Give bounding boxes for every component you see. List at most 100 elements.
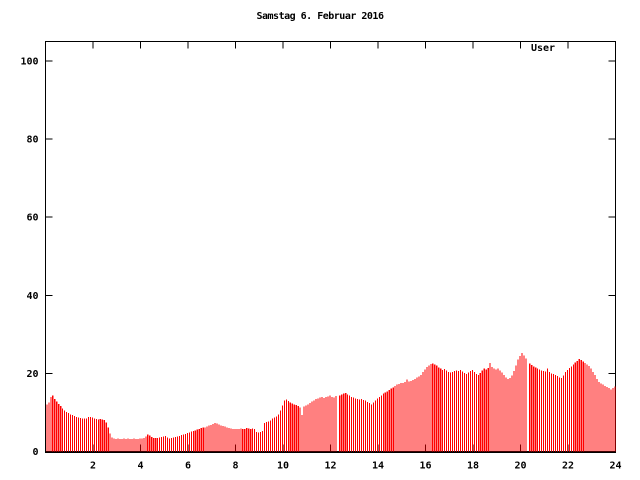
impulse-bar: [214, 423, 216, 452]
impulse-bar: [244, 428, 246, 452]
impulse-bar: [473, 372, 475, 452]
impulse-bar: [357, 399, 359, 452]
impulse-bar: [224, 426, 226, 452]
impulse-bar: [262, 431, 264, 452]
impulse-bar: [46, 404, 48, 452]
impulse-bar: [368, 403, 370, 452]
impulse-bar: [487, 367, 489, 452]
impulse-bar: [572, 364, 574, 452]
impulse-bar: [232, 428, 234, 452]
impulse-bar: [202, 427, 204, 452]
impulse-bar: [206, 426, 208, 452]
x-tick-label: 12: [324, 461, 336, 472]
impulse-bar: [594, 374, 596, 452]
impulse-bar: [398, 383, 400, 452]
impulse-bar: [479, 373, 481, 452]
impulse-bar: [66, 412, 68, 452]
impulse-bar: [614, 386, 616, 452]
impulse-bar: [157, 437, 159, 452]
impulse-bar: [264, 423, 266, 452]
impulse-bar: [418, 376, 420, 452]
impulse-bar: [428, 365, 430, 452]
impulse-bar: [523, 355, 525, 452]
impulse-bar: [362, 399, 365, 452]
impulse-bar: [54, 398, 56, 452]
x-tick-label: 6: [185, 461, 191, 472]
impulse-bar: [529, 363, 531, 452]
impulse-bar: [208, 425, 210, 452]
impulse-bar: [145, 436, 147, 452]
impulse-bar: [519, 355, 521, 452]
impulse-bar: [606, 387, 608, 452]
impulse-bar: [515, 365, 517, 452]
impulse-bar: [305, 405, 307, 452]
impulse-bar: [311, 401, 313, 452]
impulse-bar: [279, 410, 281, 452]
impulse-bar: [394, 385, 396, 452]
impulse-bar: [339, 395, 341, 452]
y-tick-label: 0: [32, 447, 38, 458]
impulse-bar: [598, 382, 600, 452]
impulse-bar: [149, 435, 151, 452]
impulse-bar: [190, 431, 192, 452]
impulse-bar: [347, 394, 349, 452]
impulse-bar: [539, 369, 541, 452]
y-tick-label: 60: [26, 213, 38, 224]
impulse-bar: [176, 436, 179, 452]
impulse-bar: [335, 396, 337, 452]
impulse-bar: [584, 362, 586, 452]
impulse-bar: [182, 434, 184, 452]
impulse-bar: [283, 400, 285, 452]
impulse-bar: [556, 376, 559, 452]
impulse-bar: [258, 432, 260, 452]
impulse-bar: [452, 371, 454, 452]
impulse-bar: [254, 428, 256, 452]
impulse-bar: [566, 369, 568, 452]
x-tick-label: 22: [562, 461, 574, 472]
impulse-bar: [390, 388, 392, 452]
impulse-bar: [420, 374, 422, 452]
impulse-bar: [360, 399, 363, 452]
legend-user-label: User: [531, 43, 556, 54]
x-tick-label: 16: [419, 461, 431, 472]
impulse-bar: [125, 439, 127, 452]
x-tick-label: 14: [372, 461, 384, 472]
impulse-bar: [180, 435, 182, 452]
impulse-bar: [309, 403, 311, 452]
impulse-bar: [378, 396, 380, 452]
impulse-bar: [89, 416, 91, 452]
impulse-bar: [412, 380, 414, 452]
impulse-bar: [568, 367, 570, 452]
impulse-bar: [56, 401, 58, 452]
impulse-bar: [576, 360, 578, 452]
impulse-bar: [545, 371, 547, 452]
impulse-bar: [184, 433, 186, 452]
impulse-bar: [600, 383, 602, 452]
impulse-bar: [115, 439, 117, 452]
impulse-bar: [105, 422, 107, 452]
impulse-bar: [129, 439, 131, 452]
impulse-bar: [333, 397, 335, 452]
impulse-bar: [72, 415, 74, 452]
impulse-bar: [525, 358, 527, 452]
impulse-bar: [384, 392, 386, 452]
impulse-bar: [430, 364, 432, 452]
impulse-bar: [212, 424, 214, 452]
impulse-bar: [454, 371, 456, 452]
impulse-bar: [463, 373, 465, 452]
impulse-bar: [481, 370, 483, 452]
impulse-bar: [364, 400, 367, 452]
impulse-bar: [493, 368, 495, 452]
impulse-bar: [446, 370, 448, 452]
impulse-bar: [404, 382, 406, 452]
impulse-bar: [455, 370, 458, 452]
impulse-bar: [48, 402, 50, 452]
impulse-bar: [141, 438, 143, 452]
impulse-bar: [325, 397, 327, 452]
impulse-bar: [119, 439, 121, 452]
impulse-bar: [291, 403, 293, 452]
impulse-bar: [582, 361, 584, 452]
impulse-bar: [70, 414, 72, 452]
impulse-bar: [85, 418, 87, 452]
impulse-bar: [359, 399, 361, 452]
